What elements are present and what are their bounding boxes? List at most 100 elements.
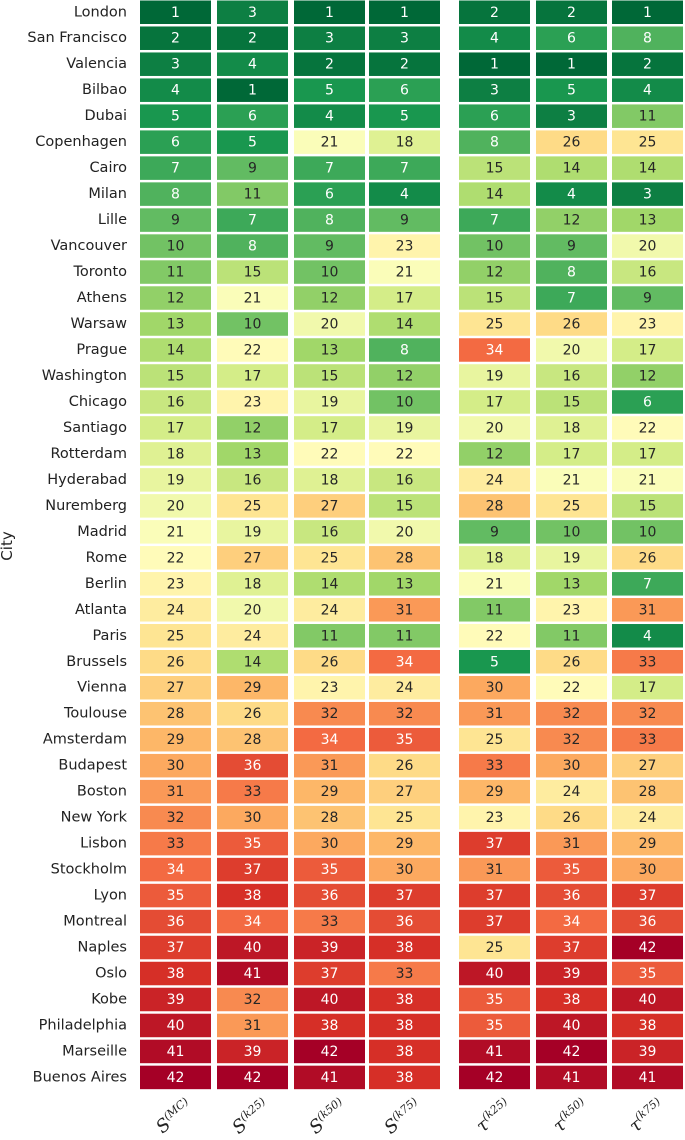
cell-value: 40 — [321, 992, 339, 1008]
heatmap-cell — [536, 156, 607, 180]
cell-value: 18 — [321, 472, 339, 488]
row-label: Brussels — [66, 654, 127, 670]
heatmap-cell — [612, 598, 683, 622]
heatmap-cell — [140, 78, 211, 102]
heatmap-cell — [294, 52, 365, 76]
cell-value: 18 — [396, 135, 414, 151]
cell-value: 15 — [167, 368, 185, 384]
heatmap-cell — [459, 1039, 530, 1064]
heatmap-cell — [536, 831, 607, 856]
heatmap-cell — [140, 156, 211, 180]
cell-value: 39 — [244, 1044, 262, 1060]
heatmap-cell — [536, 442, 607, 466]
row-label: Bilbao — [82, 82, 127, 98]
cell-value: 2 — [400, 57, 409, 73]
heatmap-cell — [369, 779, 440, 804]
heatmap-cell — [217, 390, 288, 414]
heatmap-cell — [612, 1039, 683, 1064]
cell-value: 22 — [396, 446, 414, 462]
cell-value: 27 — [321, 498, 339, 514]
heatmap-cell — [294, 312, 365, 336]
heatmap-cell — [294, 468, 365, 492]
cell-value: 10 — [321, 265, 339, 281]
cell-value: 11 — [321, 628, 339, 644]
heatmap-cell — [140, 0, 211, 24]
cell-value: 40 — [639, 992, 657, 1008]
heatmap-cell — [217, 234, 288, 258]
cell-value: 25 — [321, 550, 339, 566]
cell-value: 31 — [396, 602, 414, 618]
cell-value: 9 — [643, 291, 652, 307]
heatmap-cell — [294, 624, 365, 648]
heatmap-cell — [369, 1039, 440, 1064]
heatmap-cell — [536, 468, 607, 492]
heatmap-cell — [294, 78, 365, 102]
heatmap-cell — [140, 779, 211, 804]
heatmap-cell — [217, 1013, 288, 1038]
cell-value: 40 — [486, 966, 504, 982]
cell-value: 7 — [248, 213, 257, 229]
heatmap-cell — [536, 78, 607, 102]
heatmap-cell — [536, 182, 607, 206]
heatmap-cell — [459, 156, 530, 180]
heatmap-cell — [217, 442, 288, 466]
cell-value: 4 — [490, 31, 499, 47]
heatmap-cell — [459, 286, 530, 310]
cell-value: 21 — [167, 524, 185, 540]
heatmap-cell — [140, 831, 211, 856]
cell-value: 1 — [643, 5, 652, 21]
heatmap-cell — [536, 857, 607, 882]
cell-value: 6 — [643, 394, 652, 410]
heatmap-cell — [369, 1013, 440, 1038]
heatmap-cell — [612, 494, 683, 518]
cell-value: 22 — [321, 446, 339, 462]
cell-value: 20 — [639, 239, 657, 255]
cell-value: 4 — [171, 83, 180, 99]
cell-value: 33 — [486, 758, 504, 774]
heatmap-cell — [536, 416, 607, 440]
cell-value: 42 — [639, 940, 657, 956]
heatmap-cell — [217, 416, 288, 440]
row-label: Valencia — [66, 56, 127, 72]
cell-value: 9 — [490, 524, 499, 540]
heatmap-cell — [217, 104, 288, 128]
heatmap-cell — [369, 494, 440, 518]
row-label: Copenhagen — [35, 134, 127, 150]
heatmap-cell — [459, 805, 530, 830]
cell-value: 22 — [486, 628, 504, 644]
heatmap-cell — [612, 909, 683, 934]
heatmap-cell — [140, 130, 211, 154]
cell-value: 31 — [167, 784, 185, 800]
cell-value: 34 — [396, 654, 414, 670]
heatmap-cell — [612, 935, 683, 960]
heatmap-cell — [612, 650, 683, 674]
heatmap-cell — [612, 961, 683, 986]
cell-value: 17 — [639, 342, 657, 358]
heatmap-cell — [536, 572, 607, 596]
cell-value: 38 — [396, 1070, 414, 1086]
row-label: Lisbon — [80, 836, 127, 852]
heatmap-cell — [612, 987, 683, 1012]
cell-value: 5 — [400, 109, 409, 125]
cell-value: 16 — [321, 524, 339, 540]
cell-value: 29 — [244, 680, 262, 696]
heatmap-cell — [369, 753, 440, 778]
row-label: Marseille — [62, 1043, 127, 1059]
cell-value: 29 — [167, 732, 185, 748]
heatmap-cell — [536, 520, 607, 544]
cell-value: 25 — [396, 810, 414, 826]
heatmap-cell — [140, 624, 211, 648]
heatmap-cell — [140, 572, 211, 596]
cell-value: 6 — [400, 83, 409, 99]
cell-value: 26 — [563, 135, 581, 151]
heatmap-cell — [217, 1065, 288, 1090]
cell-value: 39 — [639, 1044, 657, 1060]
heatmap-cell — [217, 1039, 288, 1064]
cell-value: 24 — [321, 602, 339, 618]
cell-value: 24 — [396, 680, 414, 696]
cell-value: 7 — [567, 291, 576, 307]
heatmap-cell — [294, 390, 365, 414]
heatmap-cell — [294, 883, 365, 908]
cell-value: 3 — [490, 83, 499, 99]
heatmap-cell — [536, 286, 607, 310]
